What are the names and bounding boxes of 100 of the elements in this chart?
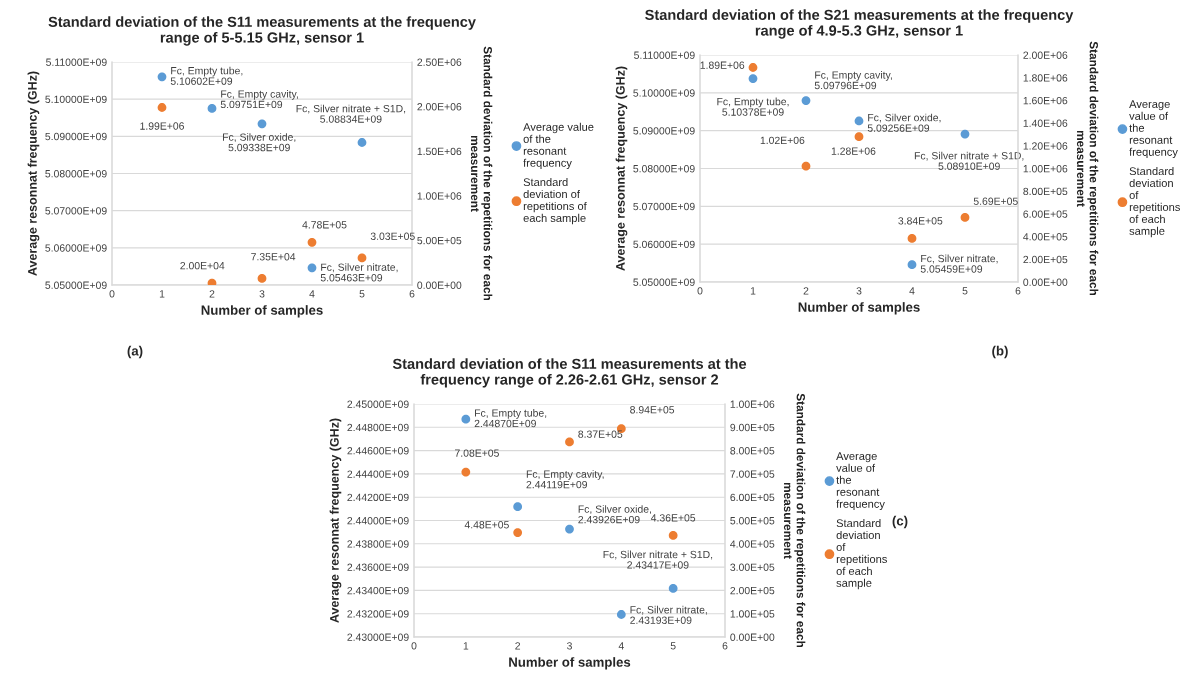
data-label: 1.02E+06 <box>760 136 805 145</box>
legend-label: Standard deviation of repetitions of each sample <box>836 518 887 590</box>
y2-tick-label: 5.00E+05 <box>417 236 462 245</box>
point <box>854 116 864 126</box>
y2-axis-title: Standard deviation of the repetitions for each measurement <box>1076 41 1099 296</box>
text: (a) <box>127 345 143 359</box>
data-label: Fc, Silver nitrate, 2.43193E+09 <box>630 605 707 624</box>
x-tick-label: 3 <box>567 642 572 650</box>
data-label: Fc, Empty cavity, 5.09796E+09 <box>814 71 892 90</box>
x-tick-label: 5 <box>670 642 676 650</box>
x-tick-label: 4 <box>618 642 624 650</box>
y2-axis-title: Standard deviation of the repetitions for each measurement <box>783 393 806 648</box>
x-tick-label: 2 <box>209 290 215 298</box>
y2-tick-label: 0.00E+00 <box>730 633 775 641</box>
y2-tick-label: 5.00E+05 <box>730 517 775 525</box>
data-label: Fc, Silver nitrate, 5.05463E+09 <box>320 263 398 282</box>
point <box>960 129 970 139</box>
point <box>461 467 471 477</box>
point <box>157 103 167 112</box>
y-tick-label: 5.08000E+09 <box>45 170 107 178</box>
x-tick-label: 1 <box>159 290 165 298</box>
y-tick-label: 5.09000E+09 <box>633 127 695 135</box>
point <box>357 138 367 147</box>
data-label: Fc, Silver nitrate + S1D, 5.08910E+09 <box>914 151 1024 170</box>
y-tick-label: 5.05000E+09 <box>633 278 695 286</box>
point <box>616 610 626 619</box>
point <box>565 524 574 534</box>
y-tick-label: 2.44600E+09 <box>347 447 409 455</box>
x-tick-label: 3 <box>856 287 862 295</box>
x-tick-label: 1 <box>463 642 469 650</box>
point <box>207 104 217 113</box>
y2-tick-label: 2.50E+06 <box>417 58 462 66</box>
y2-tick-label: 2.00E+05 <box>730 586 775 595</box>
point <box>357 253 367 263</box>
data-label: 1.28E+06 <box>831 147 876 155</box>
point <box>801 161 811 171</box>
point <box>257 274 267 283</box>
point <box>960 213 970 222</box>
y2-tick-label: 1.00E+06 <box>417 192 462 200</box>
point <box>668 531 678 540</box>
point <box>907 234 917 243</box>
x-tick-label: 1 <box>750 287 756 295</box>
y2-axis-title: Standard deviation of the repetitions for each measurement <box>470 46 493 301</box>
x-axis-title: Number of samples <box>509 657 631 670</box>
data-label: Fc, Silver nitrate + S1D, 2.43417E+09 <box>603 550 713 569</box>
y2-tick-label: 1.00E+05 <box>730 610 775 618</box>
x-tick-label: 5 <box>962 287 968 295</box>
y-tick-label: 5.06000E+09 <box>633 240 695 249</box>
data-label: 4.48E+05 <box>464 521 509 529</box>
chart-title: Standard deviation of the S21 measurements at the frequency range of 4.9-5.3 GHz, sensor 1 <box>645 9 1074 39</box>
x-tick-label: 4 <box>909 287 915 295</box>
data-label: Fc, Silver oxide, 5.09338E+09 <box>223 133 296 152</box>
point <box>513 528 523 538</box>
point <box>748 74 758 83</box>
point <box>157 72 167 82</box>
y2-tick-label: 9.00E+05 <box>730 423 775 432</box>
y2-tick-label: 1.50E+06 <box>417 147 462 156</box>
x-tick-label: 0 <box>109 290 115 298</box>
data-label: Fc, Silver nitrate, 5.05459E+09 <box>920 254 998 273</box>
y2-tick-label: 8.00E+05 <box>1023 187 1068 196</box>
legend-label: Standard deviation of repetitions of each sample <box>523 177 587 225</box>
data-label: 1.99E+06 <box>140 122 184 130</box>
data-label: 5.69E+05 <box>973 197 1018 205</box>
y2-tick-label: 1.00E+06 <box>730 400 775 408</box>
point <box>461 414 471 424</box>
y2-tick-label: 0.00E+00 <box>417 281 462 289</box>
point <box>307 263 317 273</box>
y2-tick-label: 1.40E+06 <box>1023 119 1068 127</box>
data-label: Fc, Empty tube, 5.10602E+09 <box>170 66 243 85</box>
point <box>257 119 267 129</box>
y-tick-label: 5.09000E+09 <box>45 132 107 141</box>
y-tick-label: 2.43800E+09 <box>347 540 409 548</box>
y-tick-label: 2.44400E+09 <box>347 470 409 478</box>
data-label: 3.03E+05 <box>370 232 415 240</box>
y-axis-title: Average resonnat frequency (GHz) <box>27 71 40 276</box>
y-axis-title: Average resonnat frequency (GHz) <box>615 66 628 271</box>
y-tick-label: 5.10000E+09 <box>45 95 107 104</box>
y2-tick-label: 4.00E+05 <box>730 540 775 548</box>
y-tick-label: 2.43200E+09 <box>347 610 409 618</box>
x-tick-label: 2 <box>803 287 809 295</box>
y2-tick-label: 0.00E+00 <box>1023 278 1068 286</box>
point <box>668 584 678 593</box>
y2-tick-label: 8.00E+05 <box>730 447 775 455</box>
data-label: 1.89E+06 <box>700 61 745 69</box>
data-label: Fc, Silver oxide, 5.09256E+09 <box>867 113 941 132</box>
y2-tick-label: 1.60E+06 <box>1023 96 1068 105</box>
y2-tick-label: 7.00E+05 <box>730 470 775 478</box>
y2-tick-label: 6.00E+05 <box>730 493 775 502</box>
y-tick-label: 2.43600E+09 <box>347 563 409 571</box>
data-label: Fc, Empty cavity, 2.44119E+09 <box>526 470 604 489</box>
data-label: Fc, Empty tube, 5.10378E+09 <box>717 97 789 116</box>
point <box>907 260 917 270</box>
y2-tick-label: 6.00E+05 <box>1023 210 1068 218</box>
y-tick-label: 2.44200E+09 <box>347 493 409 502</box>
legend-label: Average value of the resonant frequency <box>836 452 885 511</box>
y-tick-label: 5.07000E+09 <box>633 202 695 211</box>
y2-tick-label: 1.20E+06 <box>1023 142 1068 150</box>
y-tick-label: 5.08000E+09 <box>633 165 695 173</box>
y-tick-label: 5.05000E+09 <box>45 281 107 289</box>
x-tick-label: 2 <box>515 642 521 650</box>
